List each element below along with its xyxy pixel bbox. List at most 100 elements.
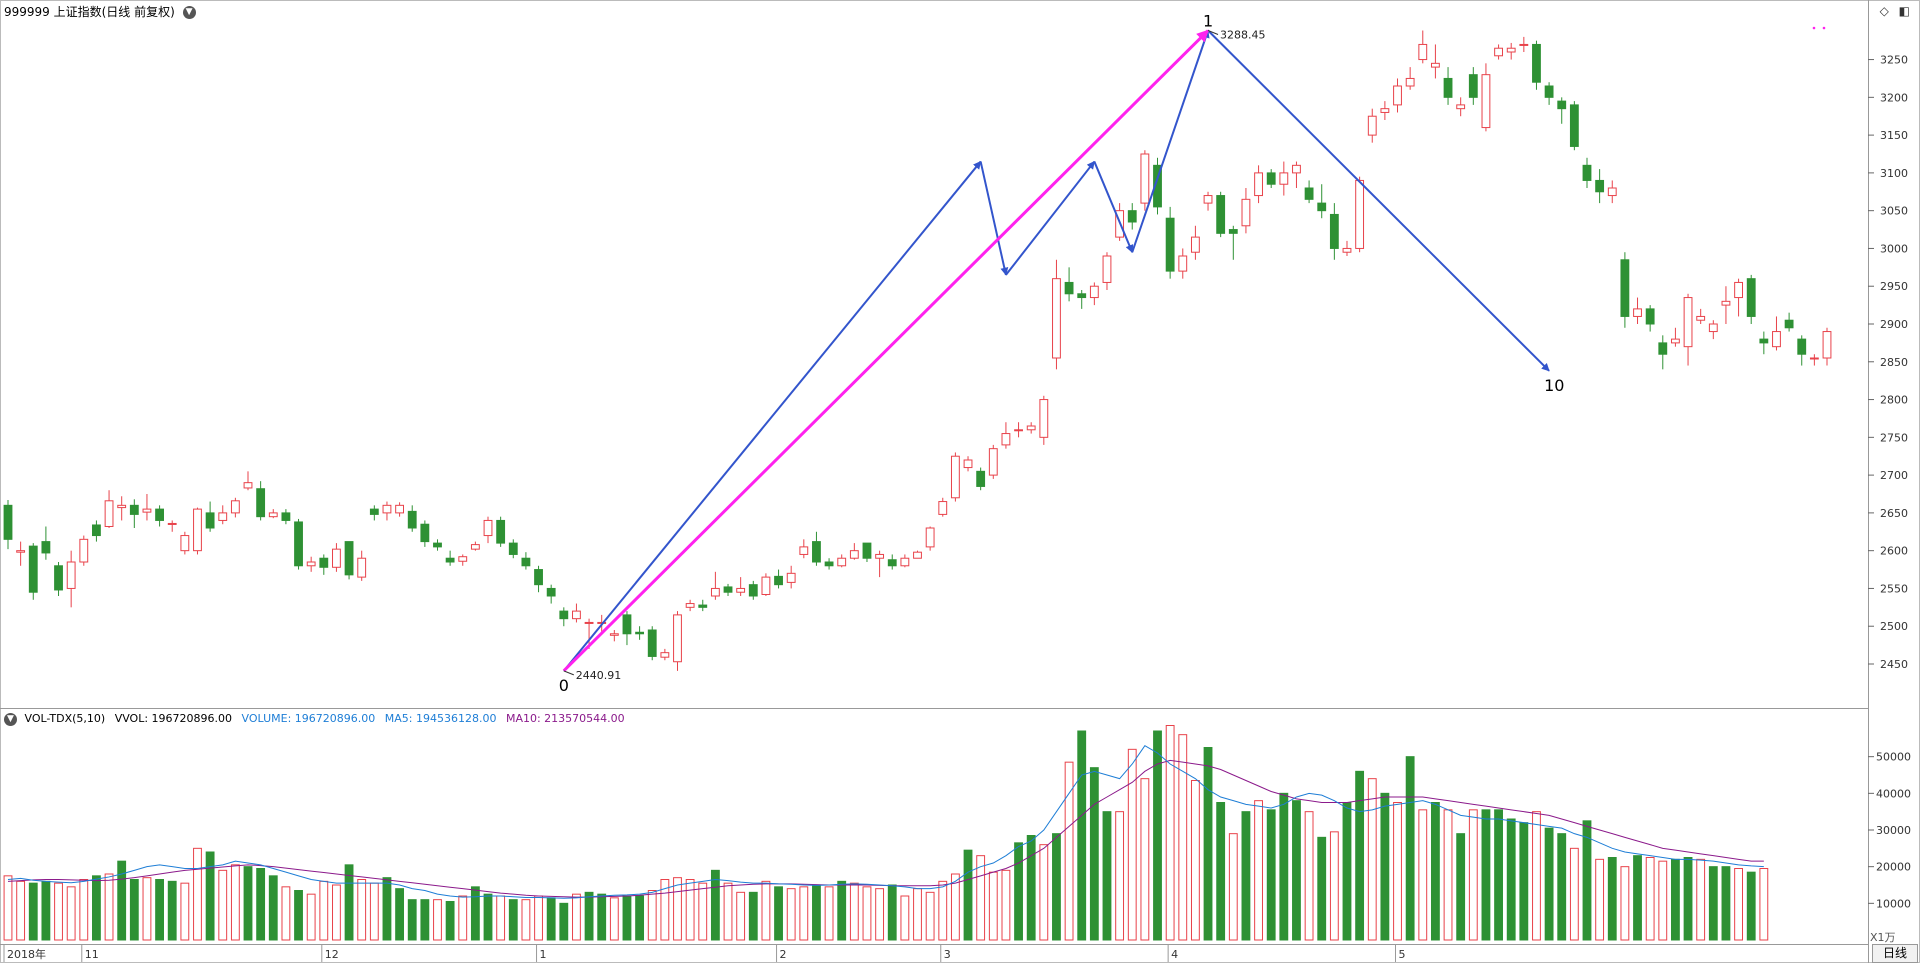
volume-bar [1292,800,1301,941]
candle-body [1519,43,1529,46]
candle-body [913,551,922,559]
volume-bar [1645,857,1655,941]
volume-bar [319,880,329,941]
candle-body [900,557,910,567]
volume-bar [1532,811,1541,941]
volume-bar [92,875,101,941]
panel-toggle-icon[interactable]: ◧ [1898,4,1910,18]
candle-body [1582,164,1592,181]
volume-bar [1633,855,1642,941]
candle-body [117,504,127,509]
candle-body [1203,195,1213,204]
candle-body [407,510,417,529]
candle-body [1456,104,1466,110]
candle-body [420,523,430,543]
volume-bar [862,886,872,941]
time-axis-label: 11 [85,948,99,961]
candle-body [761,576,771,595]
wave-sub-arrow [1093,161,1134,253]
volume-bar [483,893,493,941]
candle-body [470,544,480,550]
candle-body [1317,202,1327,212]
candle-body [1595,179,1605,193]
wave-sub-arrow [1005,160,1096,276]
volume-bar [458,895,468,941]
candle-body [344,541,354,576]
candle-body [799,546,809,555]
price-tick-label: 3050 [1880,205,1908,218]
candle-body [483,519,493,537]
price-tick-label: 3100 [1880,167,1908,180]
candle-body [1355,179,1365,249]
time-axis-label: 4 [1171,948,1178,961]
candle-body [1784,319,1794,329]
volume-bar [357,879,367,941]
chevron-down-icon[interactable]: ▼ [4,712,17,726]
volume-bar [420,899,430,941]
volume-bar [1064,761,1074,941]
volume-bar [1329,831,1339,941]
candle-body [458,556,468,562]
candle-body [1026,425,1036,431]
time-axis-label: 12 [325,948,339,961]
diamond-icon[interactable]: ◇ [1879,4,1889,18]
candle-body [306,561,316,567]
candle-body [1683,297,1693,348]
volume-bar [849,882,859,941]
candle-body [698,604,708,608]
candle-body [1304,187,1314,200]
volume-bar [710,869,720,941]
candle-body [3,504,13,540]
period-button[interactable]: 日线 [1872,944,1918,963]
indicator-name[interactable]: VOL-TDX(5,10) [24,712,106,725]
wave-sub-arrow [1207,29,1550,372]
chevron-down-icon[interactable]: ▼ [182,6,196,19]
candle-body [1153,164,1162,208]
candle-body [1443,77,1453,98]
volume-bar [685,879,695,941]
volume-bar [1026,835,1036,941]
candle-body [1039,399,1049,438]
volume-tick-label: 50000 [1876,751,1911,764]
time-axis-label: 5 [1399,948,1406,961]
candle-body [357,557,367,578]
candle-body [218,512,228,521]
wave-sub-arrow [1131,29,1210,253]
volume-bar [1266,809,1276,941]
volume-bar [1190,780,1200,941]
price-tick-label: 2650 [1880,507,1908,520]
volume-bar [1102,811,1112,941]
candle-body [1064,281,1074,295]
candle-body [1393,85,1402,106]
candle-body [736,587,746,593]
volume-bar [306,893,316,941]
candle-body [1342,247,1352,253]
volume-bar [104,873,114,941]
volume-bar [1127,748,1137,941]
volume-bar [1052,833,1061,941]
volume-value: VOLUME: 196720896.00 [241,712,376,725]
candle-body [79,538,89,563]
candle-body [1405,77,1415,87]
candle-body [369,508,379,515]
candle-body [1620,259,1630,317]
price-tick-label: 3250 [1880,54,1908,67]
candle-body [1658,342,1668,355]
price-tick-label: 3200 [1880,91,1908,104]
candle-body [1140,153,1150,204]
candle-body [395,504,405,514]
wave-sub-arrow [563,160,982,672]
volume-bar [1039,844,1049,941]
volume-bar [1696,858,1706,941]
candle-body [167,522,177,525]
volume-bar [41,880,51,941]
volume-bar [622,895,632,941]
volume-bar [1304,811,1314,941]
volume-bar [167,880,177,941]
candle-body [622,614,632,635]
candle-body [1052,278,1061,359]
price-annotation-leader [563,670,574,676]
candle-body [243,482,253,489]
volume-bar [193,847,202,941]
